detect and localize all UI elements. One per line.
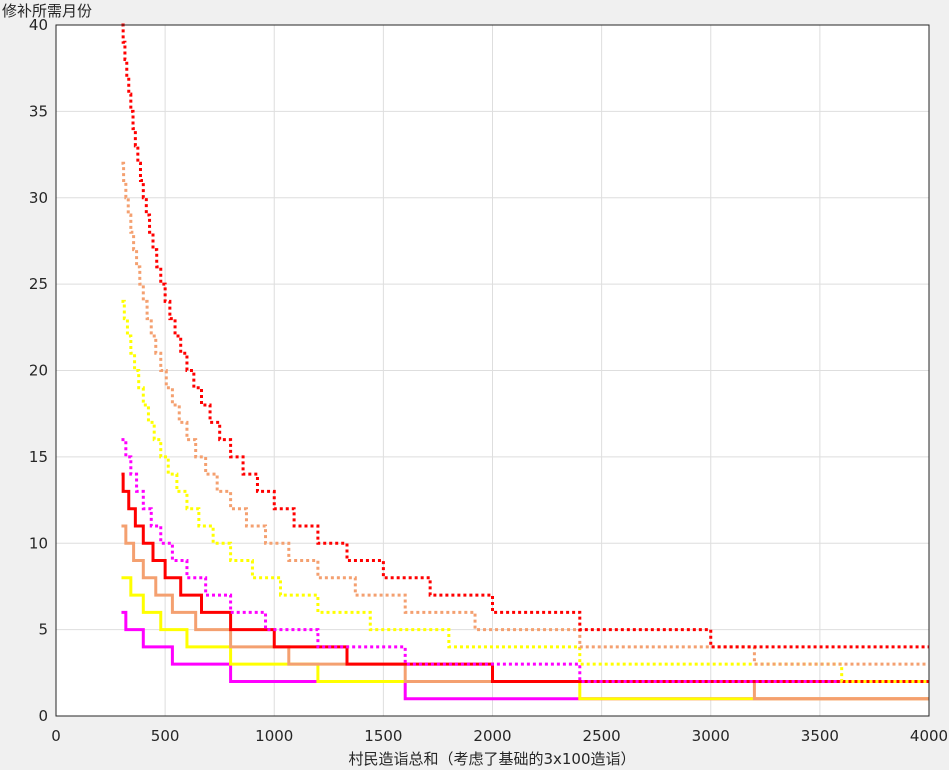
x-tick-label: 3000 [692,727,730,745]
y-tick-label: 20 [29,362,48,380]
x-tick-label: 1000 [255,727,293,745]
x-axis-title: 村民造诣总和（考虑了基础的3x100造诣） [348,750,635,768]
y-tick-label: 30 [29,189,48,207]
y-tick-label: 5 [38,621,48,639]
x-tick-label: 2000 [473,727,511,745]
x-tick-labels: 0 500 1000 1500 2000 2500 3000 3500 4000 [51,727,948,745]
y-tick-label: 10 [29,534,48,552]
y-tick-labels: 0 5 10 15 20 25 30 35 40 [29,16,48,725]
series-line-solid-3200 [121,524,929,701]
series-layer [121,23,929,701]
x-tick-label: 500 [151,727,180,745]
y-tick-label: 15 [29,448,48,466]
series-line-solid-1600 [121,610,929,701]
axes-box [55,24,930,717]
x-tick-label: 0 [51,727,61,745]
y-tick-label: 0 [38,707,48,725]
x-tick-label: 2500 [583,727,621,745]
y-tick-label: 25 [29,275,48,293]
series-line-dotted-4800 [121,438,929,683]
series-line-dotted-12000 [121,23,929,649]
series-line-dotted-9600 [121,161,929,666]
x-tick-label: 4000 [910,727,948,745]
y-tick-label: 35 [29,102,48,120]
series-line-dotted-7200 [121,299,929,683]
x-tick-label: 3500 [801,727,839,745]
y-tick-label: 40 [29,16,48,34]
x-tick-label: 1500 [364,727,402,745]
y-axis-title: 修补所需月份 [2,2,92,20]
